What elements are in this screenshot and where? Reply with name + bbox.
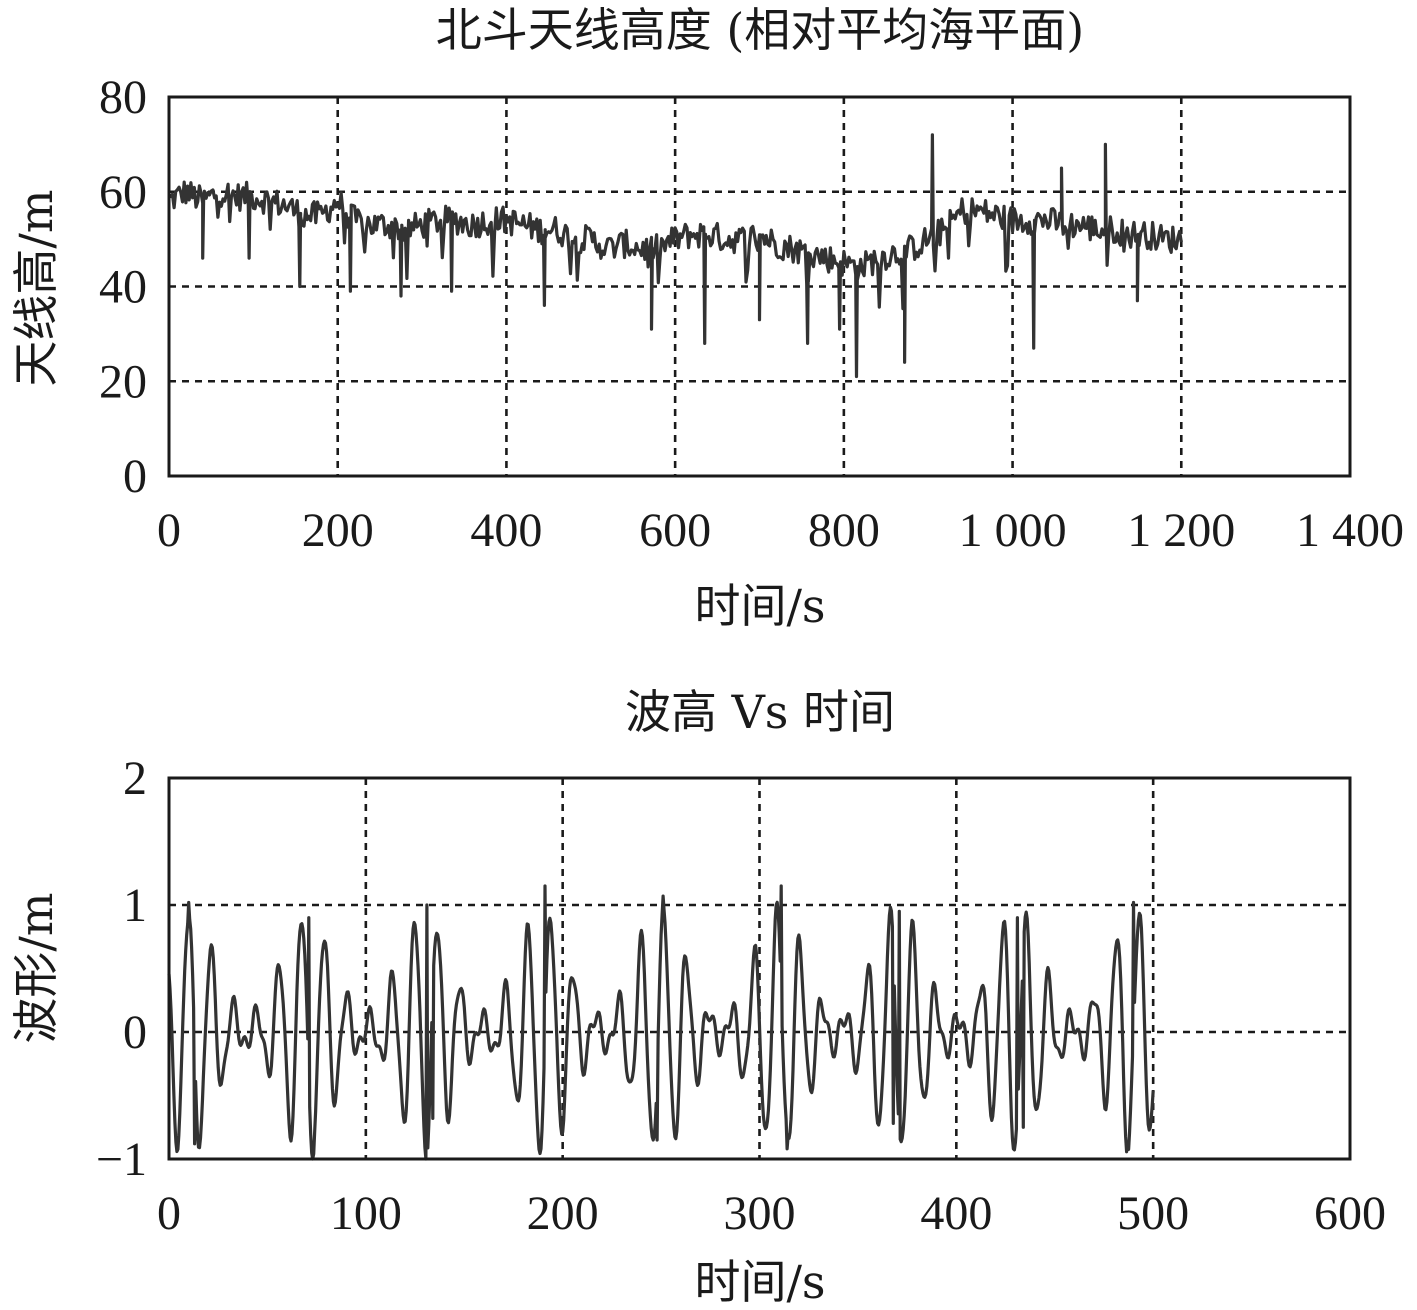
- y-tick-label: 0: [123, 1006, 147, 1059]
- x-tick-label: 400: [470, 504, 542, 557]
- x-tick-label: 600: [639, 504, 711, 557]
- x-tick-label: 200: [527, 1187, 599, 1240]
- y-tick-label: 0: [123, 450, 147, 503]
- wave-height-series: [167, 884, 1155, 1161]
- y-tick-label: 2: [123, 752, 147, 805]
- y-tick-label: −1: [96, 1133, 147, 1186]
- plot-frame: [167, 776, 1352, 1161]
- x-tick-label: 400: [920, 1187, 992, 1240]
- chart-title: 北斗天线高度 (相对平均海平面): [436, 3, 1085, 57]
- grid-lines: [169, 778, 1350, 1159]
- y-tick-label: 40: [99, 261, 147, 314]
- antenna-height-chart: 北斗天线高度 (相对平均海平面) 0 200 400 600 800 1 000 1 200…: [9, 3, 1404, 633]
- x-tick-label: 600: [1314, 1187, 1386, 1240]
- x-tick-label: 0: [157, 504, 181, 557]
- y-tick-label: 20: [99, 355, 147, 408]
- x-tick-label: 200: [302, 504, 374, 557]
- x-tick-label: 500: [1117, 1187, 1189, 1240]
- x-tick-labels: 0 100 200 300 400 500 600: [157, 1187, 1386, 1240]
- x-axis-label: 时间/s: [694, 1255, 825, 1309]
- y-tick-labels: 0 20 40 60 80: [99, 71, 147, 503]
- y-tick-labels: −1 0 1 2: [96, 752, 147, 1186]
- antenna-height-series: [168, 133, 1183, 379]
- plot-frame: [167, 95, 1352, 478]
- x-tick-label: 800: [808, 504, 880, 557]
- y-tick-label: 1: [123, 879, 147, 932]
- x-tick-label: 300: [724, 1187, 796, 1240]
- x-tick-label: 1 000: [959, 504, 1067, 557]
- x-tick-label: 1 200: [1127, 504, 1235, 557]
- x-tick-labels: 0 200 400 600 800 1 000 1 200 1 400: [157, 504, 1404, 557]
- x-tick-label: 0: [157, 1187, 181, 1240]
- y-tick-label: 60: [99, 166, 147, 219]
- y-tick-label: 80: [99, 71, 147, 124]
- chart-title: 波高 Vs 时间: [625, 685, 895, 739]
- y-axis-label: 波形/m: [9, 892, 63, 1043]
- y-axis-label: 天线高/m: [9, 189, 63, 386]
- x-axis-label: 时间/s: [694, 579, 825, 633]
- x-tick-label: 100: [330, 1187, 402, 1240]
- x-tick-label: 1 400: [1296, 504, 1404, 557]
